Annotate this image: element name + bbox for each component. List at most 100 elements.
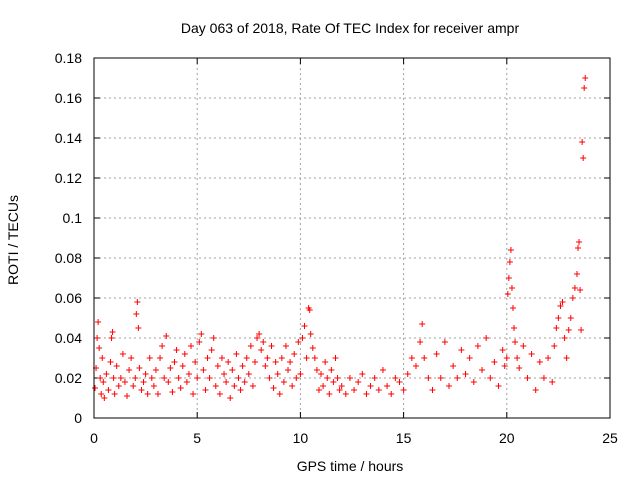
axis-ticks: 0 5 10 15 20 25 0 0.02 0.04 0.06 0.08 0.1 0.12 0.14 0.… — [55, 50, 618, 446]
data-point — [545, 355, 552, 361]
data-point — [450, 363, 457, 369]
data-point — [113, 363, 120, 369]
data-point — [565, 327, 572, 333]
data-point — [306, 307, 313, 313]
data-point — [216, 391, 223, 397]
data-point — [553, 325, 560, 331]
data-point — [130, 383, 137, 389]
data-point — [479, 367, 486, 373]
data-point — [159, 343, 166, 349]
data-point — [466, 355, 473, 361]
data-point — [109, 329, 116, 335]
x-axis-label: GPS time / hours — [297, 458, 404, 474]
data-point — [412, 363, 419, 369]
data-point — [142, 371, 149, 377]
data-point — [311, 355, 318, 361]
data-point — [264, 355, 271, 361]
data-point — [404, 371, 411, 377]
data-point — [505, 275, 512, 281]
data-point — [520, 343, 527, 349]
data-point — [540, 375, 547, 381]
data-point — [326, 391, 333, 397]
data-point — [514, 355, 521, 361]
data-point — [400, 387, 407, 393]
data-point — [330, 379, 337, 385]
data-point — [148, 375, 155, 381]
data-point — [140, 379, 147, 385]
data-point — [499, 347, 506, 353]
data-point — [334, 375, 341, 381]
data-point — [388, 391, 395, 397]
data-point — [507, 247, 514, 253]
data-point — [111, 391, 118, 397]
data-point — [285, 367, 292, 373]
x-tick-label: 20 — [499, 430, 515, 446]
data-point — [355, 379, 362, 385]
data-point — [501, 363, 508, 369]
data-point — [336, 387, 343, 393]
data-point — [221, 371, 228, 377]
data-point — [408, 355, 415, 361]
chart-title: Day 063 of 2018, Rate Of TEC Index for r… — [181, 20, 520, 36]
data-point — [563, 355, 570, 361]
data-point — [577, 287, 584, 293]
data-point — [437, 375, 444, 381]
data-point — [128, 355, 135, 361]
data-point — [256, 331, 263, 337]
y-tick-label: 0.12 — [55, 170, 82, 186]
grid-lines — [94, 58, 610, 418]
data-point — [208, 347, 215, 353]
data-point — [371, 375, 378, 381]
data-point — [251, 359, 258, 365]
data-point — [241, 379, 248, 385]
data-point — [190, 391, 197, 397]
data-point — [342, 391, 349, 397]
data-point — [121, 379, 128, 385]
data-point — [115, 383, 122, 389]
data-point — [332, 355, 339, 361]
data-point — [218, 355, 225, 361]
data-point — [124, 393, 131, 399]
data-point — [462, 371, 469, 377]
data-point — [108, 335, 115, 341]
data-point — [318, 371, 325, 377]
data-point — [204, 355, 211, 361]
data-point — [268, 343, 275, 349]
data-point — [101, 395, 108, 401]
data-point — [573, 271, 580, 277]
data-point — [105, 387, 112, 393]
data-point — [103, 371, 110, 377]
data-point — [303, 355, 310, 361]
data-point — [96, 345, 103, 351]
data-point — [359, 371, 366, 377]
data-point — [417, 339, 424, 345]
data-point — [133, 311, 140, 317]
data-point — [198, 331, 205, 337]
y-axis-label: ROTI / TECUs — [5, 195, 21, 285]
data-point — [95, 319, 102, 325]
data-point — [291, 351, 298, 357]
data-point — [134, 299, 141, 305]
data-point — [194, 375, 201, 381]
data-point — [276, 391, 283, 397]
x-tick-label: 0 — [90, 430, 98, 446]
data-point — [237, 387, 244, 393]
data-point — [150, 383, 157, 389]
data-point — [202, 387, 209, 393]
data-point — [508, 285, 515, 291]
data-point — [254, 335, 261, 341]
data-point — [315, 387, 322, 393]
data-point — [528, 351, 535, 357]
data-point — [324, 375, 331, 381]
data-point — [181, 351, 188, 357]
data-point — [183, 379, 190, 385]
x-tick-label: 25 — [602, 430, 618, 446]
data-point — [188, 343, 195, 349]
data-point — [165, 379, 172, 385]
data-point — [351, 387, 358, 393]
data-point — [272, 359, 279, 365]
data-point — [107, 359, 114, 365]
data-point — [524, 375, 531, 381]
data-point — [297, 371, 304, 377]
